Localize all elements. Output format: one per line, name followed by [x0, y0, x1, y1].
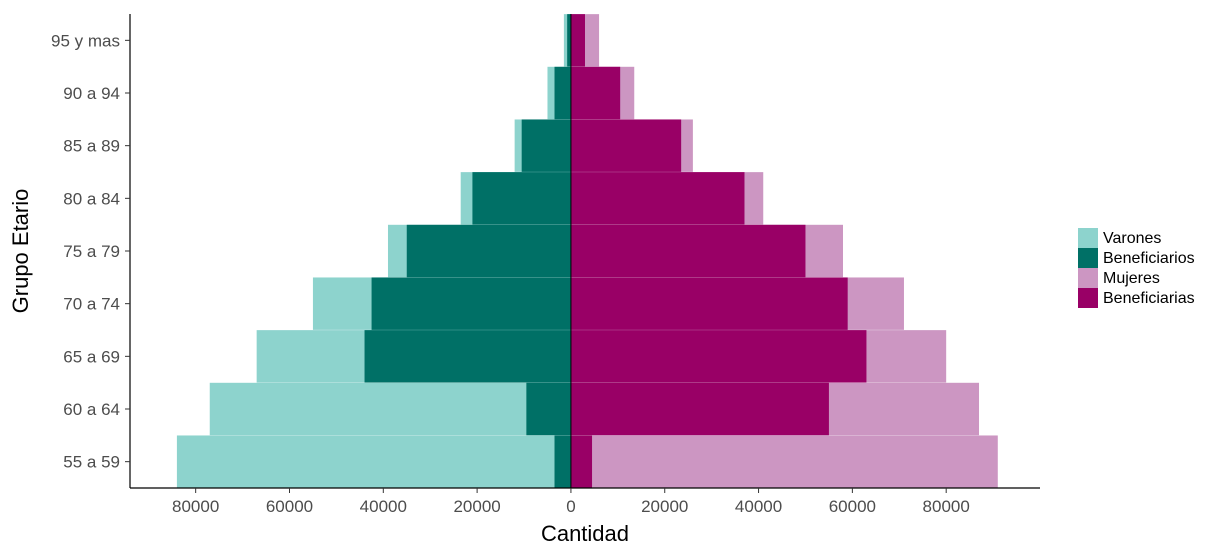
- y-tick-label: 65 a 69: [63, 347, 120, 366]
- y-tick-label: 75 a 79: [63, 242, 120, 261]
- x-tick-label: 40000: [735, 497, 782, 516]
- x-axis-title: Cantidad: [541, 521, 629, 546]
- legend-key-beneficiarios: [1078, 248, 1098, 268]
- bar-mujeres-55-a-59: [570, 435, 998, 488]
- legend-key-beneficiarias: [1078, 288, 1098, 308]
- bar-beneficiarias-75-a-79: [570, 224, 806, 278]
- y-tick-label: 60 a 64: [63, 400, 120, 419]
- y-tick-label: 70 a 74: [63, 295, 120, 314]
- bar-beneficiarias-85-a-89: [570, 119, 682, 172]
- bar-beneficiarios-55-a-59: [554, 435, 571, 488]
- y-tick-label: 80 a 84: [63, 189, 120, 208]
- y-axis-title: Grupo Etario: [8, 189, 33, 314]
- y-tick-label: 95 y mas: [51, 31, 120, 50]
- bar-beneficiarias-80-a-84: [570, 172, 745, 225]
- legend-key-varones: [1078, 228, 1098, 248]
- x-tick-label: 80000: [172, 497, 219, 516]
- legend-label-beneficiarias: Beneficiarias: [1103, 290, 1195, 307]
- legend: Varones Beneficiarios Mujeres Beneficiarias: [1078, 228, 1195, 308]
- bar-beneficiarios-60-a-64: [526, 382, 571, 436]
- legend-label-beneficiarios: Beneficiarios: [1103, 250, 1195, 267]
- x-tick-label: 80000: [923, 497, 970, 516]
- bar-beneficiarios-85-a-89: [521, 119, 571, 172]
- bar-beneficiarias-60-a-64: [570, 382, 829, 436]
- bar-beneficiarios-70-a-74: [371, 277, 571, 330]
- x-tick-label: 40000: [360, 497, 407, 516]
- bar-beneficiarios-75-a-79: [406, 224, 571, 278]
- y-tick-label: 85 a 89: [63, 137, 120, 156]
- x-tick-label: 60000: [266, 497, 313, 516]
- bar-beneficiarias-55-a-59: [570, 435, 593, 488]
- legend-key-mujeres: [1078, 268, 1098, 288]
- bar-beneficiarias-90-a-94: [570, 66, 621, 120]
- x-tick-label: 60000: [829, 497, 876, 516]
- bar-beneficiarias-70-a-74: [570, 277, 848, 330]
- y-tick-label: 55 a 59: [63, 453, 120, 472]
- legend-label-varones: Varones: [1103, 230, 1161, 247]
- x-tick-label: 20000: [453, 497, 500, 516]
- bar-beneficiarios-65-a-69: [364, 330, 571, 383]
- bar-beneficiarios-80-a-84: [472, 172, 571, 225]
- bar-varones-60-a-64: [209, 382, 571, 436]
- x-tick-label: 20000: [641, 497, 688, 516]
- y-tick-label: 90 a 94: [63, 84, 120, 103]
- bar-beneficiarias-95-y-mas: [570, 14, 585, 67]
- bars-layer: [176, 14, 998, 488]
- axes-layer: 80000 60000 40000 20000 0 20000 40000 60000 8000…: [51, 14, 1040, 516]
- bar-beneficiarios-90-a-94: [554, 66, 571, 120]
- bar-beneficiarias-65-a-69: [570, 330, 867, 383]
- legend-label-mujeres: Mujeres: [1103, 270, 1160, 287]
- x-tick-label: 0: [566, 497, 575, 516]
- bar-beneficiarios-95-y-mas: [567, 14, 571, 67]
- bar-varones-55-a-59: [176, 435, 571, 488]
